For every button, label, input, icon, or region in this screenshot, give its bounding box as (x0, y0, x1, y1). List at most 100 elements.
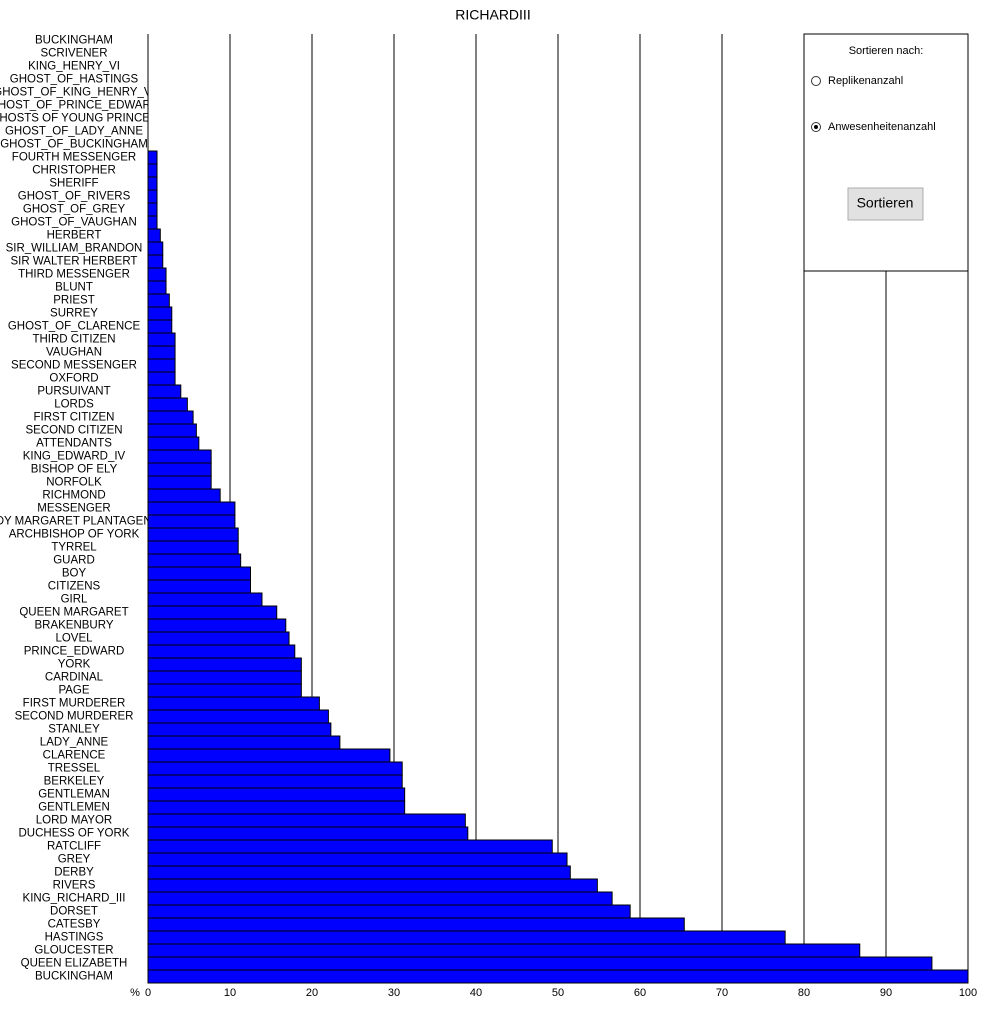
radio-label[interactable]: Anwesenheitenanzahl (828, 121, 936, 133)
sort-button[interactable] (847, 187, 924, 221)
y-tick-label: FIRST MURDERER (23, 698, 126, 710)
y-tick-label: RICHMOND (42, 490, 105, 502)
y-tick-label: SURREY (50, 308, 98, 320)
x-axis-label: % (130, 987, 140, 999)
bar (147, 371, 176, 386)
radio-button[interactable] (811, 76, 821, 86)
bar (147, 605, 278, 620)
radio-label[interactable]: Replikenanzahl (828, 75, 903, 87)
bar (147, 800, 406, 815)
bar (147, 423, 197, 438)
x-tick-label: 60 (634, 987, 646, 999)
y-tick-label: GHOST_OF_LADY_ANNE (5, 126, 143, 138)
bar (147, 709, 329, 724)
bar (147, 774, 403, 789)
y-tick-label: CARDINAL (45, 672, 104, 684)
y-tick-label: PRIEST (53, 295, 95, 307)
y-tick-label: KING_EDWARD_IV (23, 451, 126, 463)
bar (147, 592, 263, 607)
bar (147, 345, 176, 360)
bar (147, 215, 158, 230)
bar (147, 553, 242, 568)
y-tick-label: CITIZENS (48, 581, 101, 593)
y-tick-label: GREY (58, 854, 91, 866)
y-tick-label: HERBERT (47, 230, 102, 242)
y-tick-label: THIRD CITIZEN (32, 334, 115, 346)
bar (147, 306, 173, 321)
y-tick-label: LORD MAYOR (36, 815, 112, 827)
bar (147, 722, 332, 737)
y-tick-label: OXFORD (49, 373, 98, 385)
y-tick-label: PURSUIVANT (37, 386, 110, 398)
y-tick-label: BUCKINGHAM (35, 971, 113, 983)
bar (147, 865, 571, 880)
y-tick-label: DORSET (50, 906, 98, 918)
bar (147, 787, 406, 802)
y-tick-label: GHOST_OF_KING_HENRY_VI (0, 87, 155, 99)
y-tick-label: BERKELEY (44, 776, 105, 788)
y-tick-label: GUARD (53, 555, 95, 567)
radio-dot[interactable] (814, 125, 818, 129)
y-tick-label: SCRIVENER (40, 48, 107, 60)
y-tick-label: PRINCE_EDWARD (24, 646, 125, 658)
bar (147, 670, 302, 685)
y-tick-label: CHRISTOPHER (32, 165, 116, 177)
y-tick-label: SIR_WILLIAM_BRANDON (6, 243, 143, 255)
y-tick-label: DUCHESS OF YORK (19, 828, 130, 840)
y-tick-label: STANLEY (48, 724, 100, 736)
y-tick-label: QUEEN MARGARET (19, 607, 128, 619)
y-tick-label: GHOST_OF_VAUGHAN (11, 217, 137, 229)
y-tick-label: GENTLEMEN (38, 802, 110, 814)
sort-button-label[interactable]: Sortieren (857, 195, 914, 211)
bar (147, 358, 176, 373)
y-tick-label: LORDS (54, 399, 94, 411)
y-tick-label: ARCHBISHOP OF YORK (9, 529, 140, 541)
bar (147, 904, 631, 919)
x-tick-label: 80 (798, 987, 810, 999)
y-tick-label: GHOSTS OF YOUNG PRINCES (0, 113, 158, 125)
x-tick-label: 100 (959, 987, 977, 999)
bar (147, 527, 239, 542)
bar (147, 735, 341, 750)
bar (147, 475, 212, 490)
y-tick-label: SECOND MURDERER (15, 711, 134, 723)
y-tick-label: ATTENDANTS (36, 438, 112, 450)
bar (147, 488, 221, 503)
bar (147, 566, 251, 581)
y-tick-label: BOY (62, 568, 87, 580)
y-tick-label: BRAKENBURY (34, 620, 113, 632)
bar (147, 280, 167, 295)
bar (147, 683, 302, 698)
bar (147, 813, 466, 828)
y-tick-label: SECOND CITIZEN (25, 425, 122, 437)
sort-panel: Sortieren nach: Sortieren Replikenanzahl… (803, 33, 969, 272)
y-tick-label: BUCKINGHAM (35, 35, 113, 47)
bar (147, 657, 302, 672)
x-tick-label: 40 (470, 987, 482, 999)
y-tick-label: YORK (58, 659, 91, 671)
x-tick-label: 10 (224, 987, 236, 999)
bar (147, 930, 786, 945)
bar (147, 319, 173, 334)
bar (147, 878, 598, 893)
y-tick-label: GHOST_OF_GREY (23, 204, 126, 216)
chart-title: RICHARDIII (455, 7, 530, 23)
bar (147, 969, 969, 984)
y-tick-label: PAGE (58, 685, 89, 697)
bar (147, 956, 933, 971)
bar (147, 332, 176, 347)
y-tick-label: THIRD MESSENGER (18, 269, 130, 281)
y-tick-label: SHERIFF (49, 178, 98, 190)
y-tick-label: VAUGHAN (46, 347, 102, 359)
y-tick-label: DERBY (54, 867, 94, 879)
x-tick-label: 90 (880, 987, 892, 999)
bar (147, 540, 239, 555)
bar (147, 254, 164, 269)
x-tick-label: 70 (716, 987, 728, 999)
bar (147, 228, 161, 243)
bar (147, 839, 553, 854)
y-tick-label: GENTLEMAN (38, 789, 110, 801)
bar (147, 761, 403, 776)
bar (147, 462, 212, 477)
